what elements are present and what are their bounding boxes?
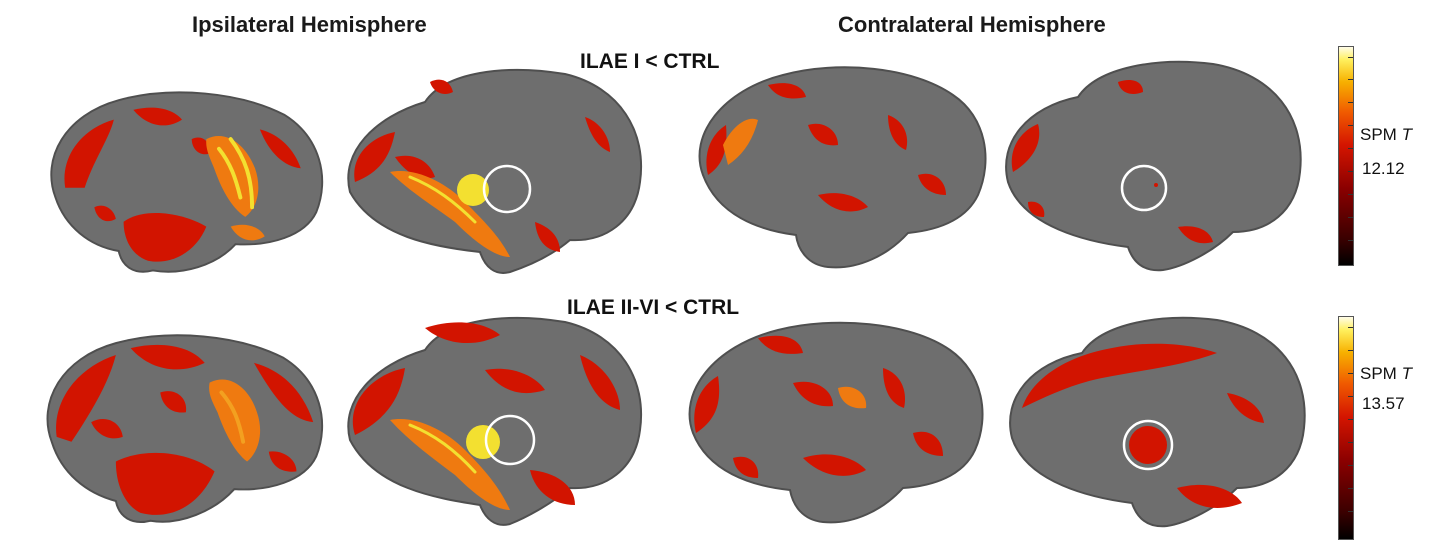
brain-contra-lateral-row1 [688,55,988,283]
colorbar-label-row2: SPM T [1360,364,1412,383]
brain-contra-lateral-row2 [678,308,990,538]
colorbar-label-row1: SPM T [1360,125,1412,144]
brain-ipsi-lateral-row2 [32,322,328,532]
row1-label: ILAE I < CTRL [580,50,720,73]
brain-contra-medial-row2 [1002,308,1314,538]
brain-ipsi-lateral-row1 [36,78,328,278]
ipsilateral-heading: Ipsilateral Hemisphere [192,12,427,37]
colorbar-row1 [1338,46,1354,266]
brain-ipsi-medial-row1 [335,62,655,284]
contralateral-heading: Contralateral Hemisphere [838,12,1106,37]
brain-ipsi-medial-row2 [335,310,655,538]
colorbar-max-row1: 12.12 [1362,159,1405,178]
brain-contra-medial-row1 [998,52,1310,284]
colorbar-max-row2: 13.57 [1362,394,1405,413]
colorbar-row2 [1338,316,1354,540]
row2-label: ILAE II-VI < CTRL [567,296,740,319]
